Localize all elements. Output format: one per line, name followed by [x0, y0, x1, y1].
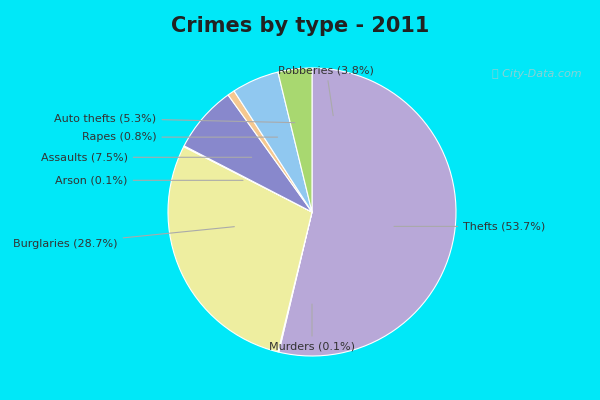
Wedge shape	[278, 212, 312, 352]
Wedge shape	[168, 147, 312, 352]
Wedge shape	[228, 91, 312, 212]
Text: Assaults (7.5%): Assaults (7.5%)	[41, 152, 251, 162]
Text: Murders (0.1%): Murders (0.1%)	[269, 304, 355, 352]
Text: Arson (0.1%): Arson (0.1%)	[55, 175, 243, 185]
Text: Auto thefts (5.3%): Auto thefts (5.3%)	[55, 114, 295, 123]
Wedge shape	[234, 72, 312, 212]
Wedge shape	[184, 146, 312, 212]
Text: Thefts (53.7%): Thefts (53.7%)	[394, 222, 545, 231]
Text: ⓘ City-Data.com: ⓘ City-Data.com	[493, 70, 582, 80]
Text: Rapes (0.8%): Rapes (0.8%)	[82, 132, 278, 142]
Wedge shape	[278, 68, 312, 212]
Text: Crimes by type - 2011: Crimes by type - 2011	[171, 16, 429, 36]
Wedge shape	[184, 95, 312, 212]
Text: Burglaries (28.7%): Burglaries (28.7%)	[13, 227, 235, 249]
Text: Robberies (3.8%): Robberies (3.8%)	[278, 65, 374, 116]
Wedge shape	[279, 68, 456, 356]
